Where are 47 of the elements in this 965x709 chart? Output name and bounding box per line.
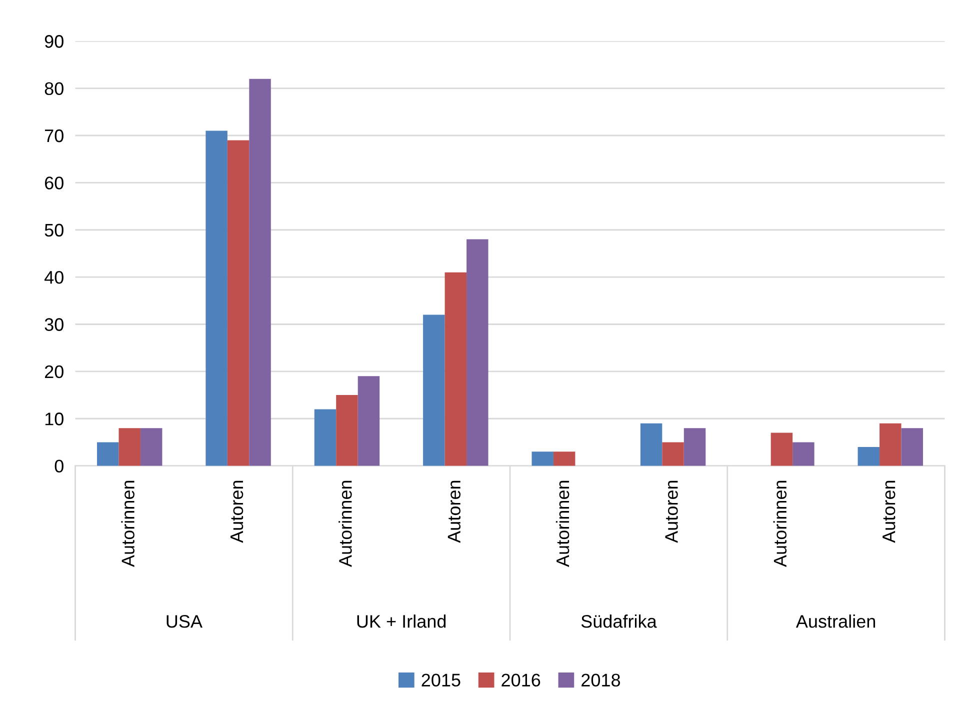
- text: Australien: [796, 614, 876, 628]
- y-tick-label: 40: [44, 270, 64, 284]
- bar: [684, 428, 706, 466]
- y-tick-label: 50: [44, 224, 64, 237]
- x-tick-label: Autoren: [448, 480, 461, 543]
- bar: [314, 409, 336, 466]
- text: UK + Irland: [357, 614, 446, 628]
- x-tick-label: Autoren: [230, 480, 244, 543]
- bar: [770, 432, 793, 466]
- bar: [662, 442, 684, 466]
- x-tick-label: Autorinnen: [338, 480, 352, 567]
- bar: [206, 130, 228, 466]
- bar: [423, 314, 445, 466]
- bar: [880, 423, 902, 466]
- text: Südafrika: [581, 614, 657, 628]
- bar: [858, 446, 880, 466]
- text: USA: [166, 615, 202, 628]
- bar: [553, 452, 576, 466]
- bar: [249, 78, 271, 466]
- bar: [227, 140, 250, 466]
- y-tick-label: 70: [45, 129, 64, 142]
- bar: [336, 395, 358, 466]
- x-tick-label: Autorinnen: [773, 480, 787, 567]
- y-tick-label: 20: [44, 365, 64, 378]
- x-tick-label: Autorinnen: [556, 480, 570, 567]
- y-tick-label: 0: [54, 460, 64, 473]
- bar: [358, 376, 380, 466]
- bar: [901, 428, 923, 466]
- y-tick-label: 60: [44, 176, 64, 190]
- bar: [792, 442, 814, 466]
- x-tick-label: Autorinnen: [121, 480, 134, 567]
- bar: [640, 423, 662, 466]
- y-tick-label: 30: [44, 318, 64, 331]
- bar: [97, 442, 119, 466]
- bar: [444, 272, 467, 466]
- legend-label: 2018: [582, 674, 620, 687]
- y-tick-label: 80: [44, 82, 64, 96]
- x-tick-label: Autoren: [882, 480, 896, 543]
- legend-label: 2016: [502, 674, 540, 687]
- bar: [118, 428, 140, 466]
- bar: [532, 452, 554, 466]
- y-tick-label: 10: [45, 412, 64, 426]
- bar: [466, 239, 488, 466]
- legend-label: 2015: [422, 674, 460, 687]
- y-tick-label: 90: [44, 35, 64, 48]
- bar: [140, 428, 162, 466]
- x-tick-label: Autoren: [665, 480, 678, 543]
